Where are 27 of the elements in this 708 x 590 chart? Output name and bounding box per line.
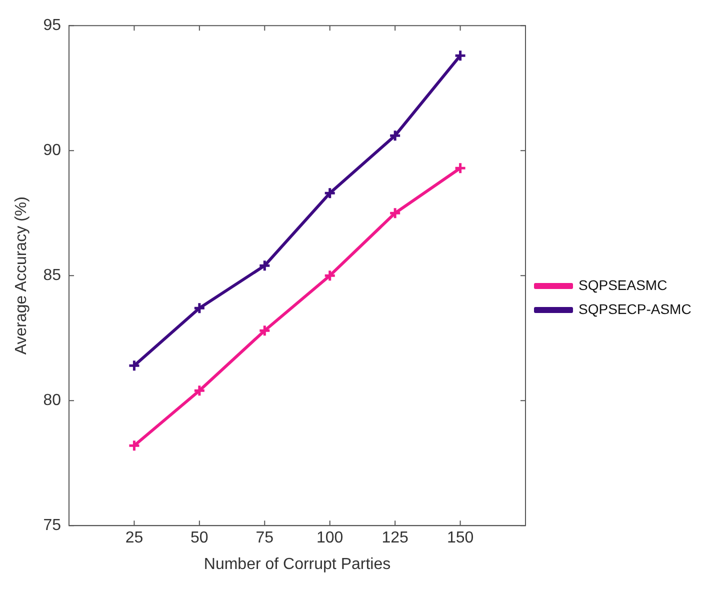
x-tick-label: 150 (446, 530, 474, 547)
point (193, 302, 206, 314)
x-tick-label: 50 (190, 530, 208, 547)
x-tick-label: 25 (125, 530, 144, 547)
point (454, 49, 467, 62)
y-tick-label: 90 (43, 142, 62, 160)
x-tick-label: 100 (316, 530, 344, 547)
point (324, 269, 336, 282)
point (388, 206, 402, 220)
point (454, 162, 467, 174)
x-tick-label: 75 (256, 530, 274, 547)
point (324, 186, 336, 200)
point (193, 384, 206, 397)
legend-label: SQPSECP-ASMC (578, 300, 692, 317)
point (258, 324, 271, 337)
y-tick-label: 75 (43, 517, 62, 534)
x-axis-title: Number of Corrupt Parties (204, 556, 391, 573)
point (128, 359, 140, 372)
y-tick-label: 95 (43, 17, 62, 34)
y-axis-title: Average Accuracy (%) (13, 196, 30, 355)
point (128, 439, 140, 452)
legend-label: SQPSEASMC (578, 276, 668, 293)
point (388, 129, 402, 142)
x-tick-label: 125 (382, 530, 409, 547)
point (258, 259, 271, 272)
y-tick-label: 80 (43, 392, 62, 410)
y-tick-label: 85 (43, 267, 62, 284)
